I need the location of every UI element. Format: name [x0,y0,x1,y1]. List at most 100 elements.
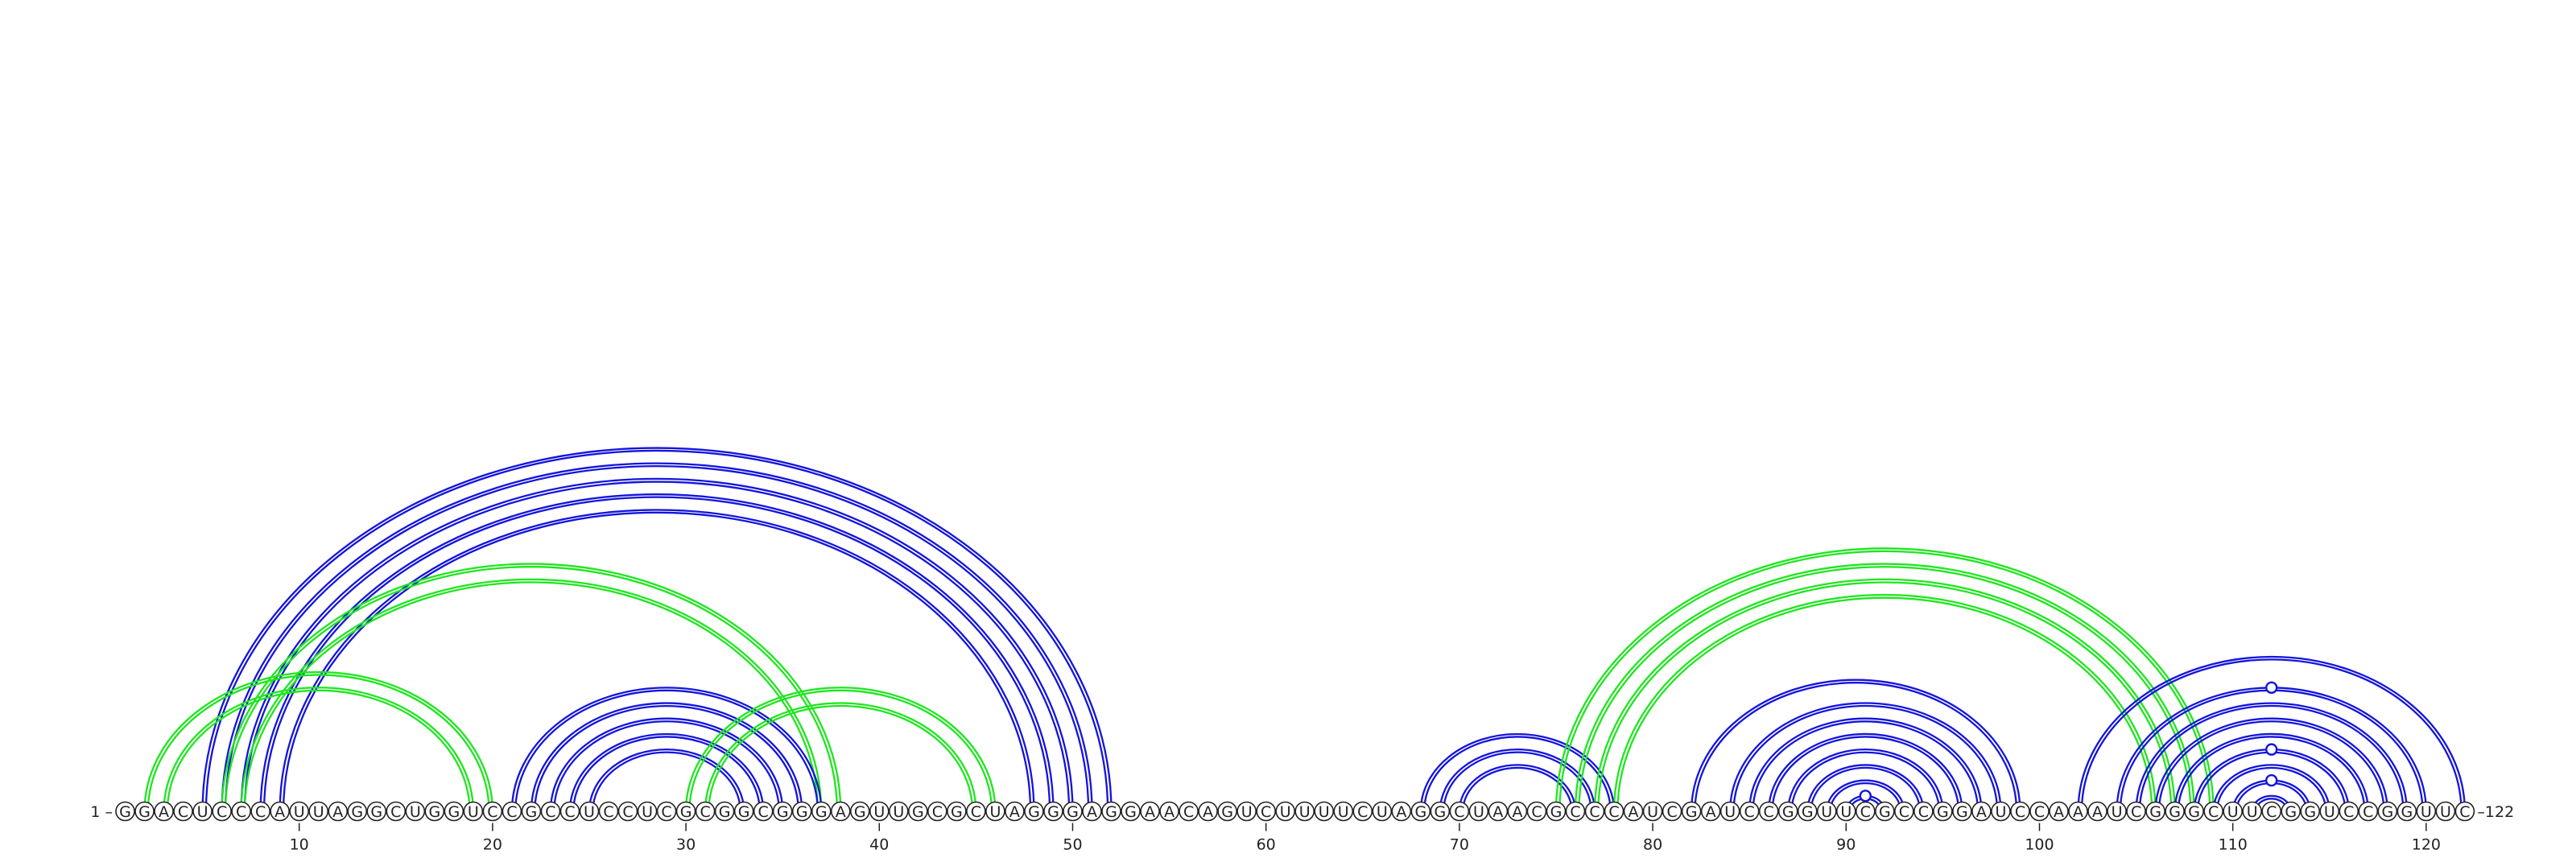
nucleotide-circle [424,801,445,822]
nucleotide-circle [1005,801,1025,822]
base-pair-arc-22-36-outer [530,702,803,812]
nucleotide-circle [173,801,193,822]
nucleotide-letter: U [893,803,904,821]
nucleotide-letter: C [661,803,671,821]
base-pair-arc-102-122-outer [2077,655,2467,812]
nucleotide-letter: U [642,803,653,821]
nucleotide-letter: C [603,803,613,821]
nucleotide-letter: C [1570,803,1580,821]
nucleotide-letter: G [2285,803,2297,821]
nucleotide-circle [540,801,561,822]
nucleotide-circle [637,801,658,822]
nucleotide-letter: C [1183,803,1194,821]
nucleotide-letter: G [1782,803,1794,821]
nucleotide-circle [2165,801,2185,822]
nucleotide-letter: U [1840,803,1852,821]
base-pair-arc-7-37-outer [240,578,823,812]
nucleotide-circle [2300,801,2321,822]
nucleotide-circle [250,801,270,822]
nucleotide-letter: A [332,803,343,821]
nucleotide-letter: U [294,803,305,821]
nucleotide-circle [753,801,774,822]
nucleotide-letter: U [1319,803,1330,821]
base-pair-arc-106-118-outer [2154,717,2388,812]
nucleotide-circle [1662,801,1682,822]
nucleotide-circle [2029,801,2050,822]
nucleotide-circle [270,801,290,822]
nucleotide-circle [617,801,638,822]
nucleotide-letter: U [989,803,1001,821]
base-pair-arc-84-98-inner [1732,704,1999,812]
nucleotide-letter: A [836,803,846,821]
nucleotide-circle [927,801,947,822]
nucleotide-circle [1372,801,1393,822]
nucleotide-circle [1121,801,1141,822]
nucleotide-circle [947,801,967,822]
nucleotide-circle [889,801,909,822]
base-pair-arc-21-37-outer [510,687,823,812]
base-pair-arc-86-96-inner [1771,736,1960,812]
nucleotide-letter: G [1125,803,1137,821]
nucleotide-circle [1024,801,1044,822]
base-pair-arc-106-118-inner [2157,720,2385,812]
nucleotide-circle [1391,801,1412,822]
base-pair-arc-2-20-inner [147,674,490,812]
position-axis: 10 20 30 40 50 60 70 80 90 100 110 120 [290,823,2441,854]
base-pair-arc-68-78-inner [1423,736,1612,812]
nucleotide-letter: G [854,803,866,821]
base-pair-arc-87-95-outer [1787,749,1944,812]
nucleotide-letter: G [1550,803,1563,821]
bulge-marker-110-114 [2265,773,2278,787]
nucleotide-circle [2145,801,2165,822]
base-pair-arc-89-93-outer [1826,779,1905,812]
nucleotide-letter: C [236,803,246,821]
base-pair-arc-109-115-inner [2215,766,2327,812]
base-pair-arc-7-50-outer [240,477,1074,812]
nucleotide-letter: C [1454,803,1464,821]
nucleotide-circle [1314,801,1335,822]
nucleotide-letter: C [2131,803,2141,821]
base-pair-arc-23-35-inner [553,720,780,812]
nucleotide-circle [521,801,542,822]
tick-label: 100 [2025,836,2054,854]
nucleotide-letter: G [2401,803,2413,821]
bulge-marker-90-92 [1859,790,1872,802]
base-pair-arc-8-49-inner [262,496,1051,812]
nucleotide-circle [695,801,716,822]
base-pair-arc-3-19-outer [163,687,475,812]
base-pair-arc-88-94-inner [1810,766,1922,812]
nucleotide-circle [1430,801,1451,822]
nucleotide-letter: G [796,803,808,821]
nucleotide-circle [1082,801,1102,822]
base-pair-arc-86-96-outer [1768,732,1963,812]
base-pair-arc-78-106-outer [1612,593,2157,812]
nucleotide-letter: G [2169,803,2181,821]
nucleotide-circle [656,801,677,822]
nucleotide-circle [1507,801,1528,822]
nucleotide-circle [2087,801,2107,822]
nucleotide-letter: C [545,803,555,821]
nucleotide-letter: U [468,803,479,821]
nucleotide-letter: A [1629,803,1639,821]
nucleotide-letter: C [1589,803,1600,821]
tick-label: 20 [483,836,502,854]
nucleotide-circle [1816,801,1837,822]
base-pair-arc-75-109-outer [1554,547,2215,812]
nucleotide-letter: C [2208,803,2219,821]
nucleotide-letter: A [159,803,169,821]
nucleotide-circle [598,801,619,822]
nucleotide-circle [2010,801,2030,822]
nucleotide-letter: C [255,803,266,821]
nucleotide-circle [1604,801,1624,822]
base-pair-arc-76-108-outer [1574,563,2195,812]
base-pair-arc-82-99-inner [1694,682,2018,812]
nucleotide-circle [1758,801,1779,822]
nucleotide-letter: A [1512,803,1522,821]
nucleotide-circle [791,801,812,822]
nucleotide-letter: G [680,803,692,821]
nucleotide-circle [1449,801,1470,822]
base-pair-arc-68-78-outer [1419,732,1616,812]
nucleotide-letter: G [1937,803,1949,821]
nucleotide-circle [212,801,232,822]
nucleotide-letter: A [1976,803,1987,821]
